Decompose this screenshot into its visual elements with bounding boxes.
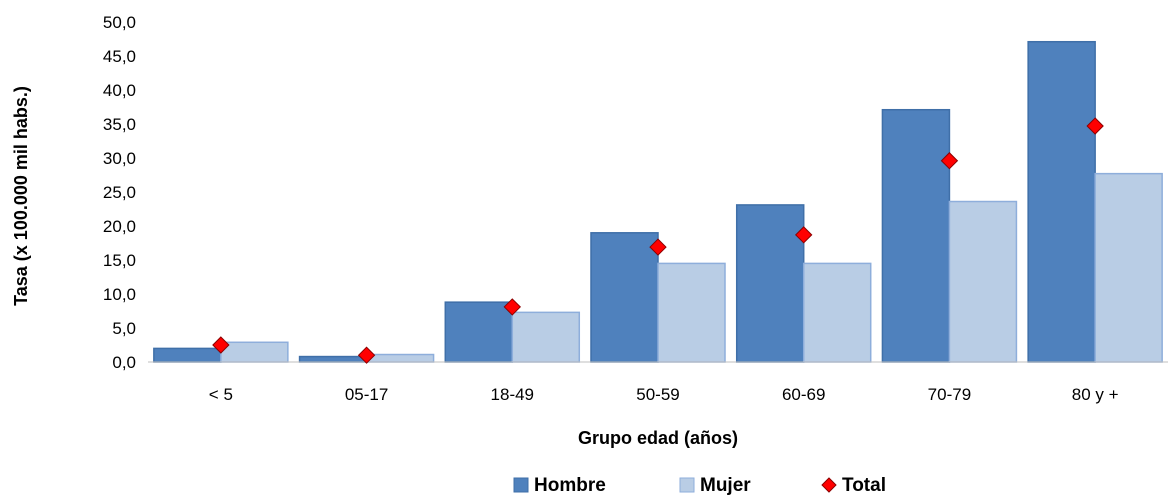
x-tick-label: 05-17 xyxy=(345,385,388,404)
y-tick-label: 20,0 xyxy=(103,217,136,236)
y-tick-label: 5,0 xyxy=(112,319,136,338)
total-markers-layer xyxy=(212,117,1104,364)
marker-total-3 xyxy=(649,238,667,256)
x-axis-ticks: < 5 05-17 18-49 50-59 60-69 70-79 80 y + xyxy=(209,385,1119,404)
legend-swatch-total xyxy=(821,477,837,493)
marker-total-0 xyxy=(212,336,230,354)
marker-total-4 xyxy=(795,226,813,244)
bar-hombre-5 xyxy=(881,108,951,363)
y-tick-label: 25,0 xyxy=(103,183,136,202)
y-tick-label: 0,0 xyxy=(112,353,136,372)
x-tick-label: 18-49 xyxy=(491,385,534,404)
legend: Hombre Mujer Total xyxy=(513,475,886,496)
y-tick-label: 40,0 xyxy=(103,81,136,100)
x-tick-label: 50-59 xyxy=(636,385,679,404)
bar-mujer-3 xyxy=(657,262,726,363)
x-tick-label: 80 y + xyxy=(1072,385,1119,404)
bar-hombre-4 xyxy=(735,204,805,363)
y-axis-ticks: 0,0 5,0 10,0 15,0 20,0 25,0 30,0 35,0 40,0 45,0 50… xyxy=(103,13,136,372)
legend-label-mujer: Mujer xyxy=(700,475,751,496)
marker-total-2 xyxy=(503,298,521,316)
bar-hombre-0 xyxy=(153,347,222,363)
x-tick-label: 70-79 xyxy=(928,385,971,404)
bars-layer xyxy=(153,40,1163,363)
x-tick-label: < 5 xyxy=(209,385,233,404)
bar-hombre-6 xyxy=(1027,40,1096,363)
y-tick-label: 50,0 xyxy=(103,13,136,32)
marker-total-1 xyxy=(357,346,376,364)
legend-swatch-mujer xyxy=(679,477,695,493)
x-axis-title: Grupo edad (años) xyxy=(578,428,738,448)
y-tick-label: 15,0 xyxy=(103,251,136,270)
y-tick-label: 30,0 xyxy=(103,149,136,168)
bar-mujer-5 xyxy=(948,200,1018,363)
legend-swatch-hombre xyxy=(513,477,529,493)
bar-hombre-1 xyxy=(298,355,368,363)
y-tick-label: 45,0 xyxy=(103,47,136,66)
x-tick-label: 60-69 xyxy=(782,385,825,404)
marker-total-6 xyxy=(1086,117,1104,135)
y-axis-title: Tasa (x 100.000 mil habs.) xyxy=(11,86,31,306)
bar-mujer-4 xyxy=(802,262,872,363)
bar-mujer-2 xyxy=(511,311,581,363)
marker-total-5 xyxy=(940,152,959,170)
y-tick-label: 10,0 xyxy=(103,285,136,304)
bar-mujer-0 xyxy=(220,341,289,363)
y-tick-label: 35,0 xyxy=(103,115,136,134)
bar-mujer-1 xyxy=(365,353,435,363)
bar-hombre-3 xyxy=(590,232,659,363)
legend-label-total: Total xyxy=(842,475,886,496)
bar-hombre-2 xyxy=(444,301,514,363)
bar-mujer-6 xyxy=(1094,172,1163,363)
legend-label-hombre: Hombre xyxy=(534,475,606,496)
